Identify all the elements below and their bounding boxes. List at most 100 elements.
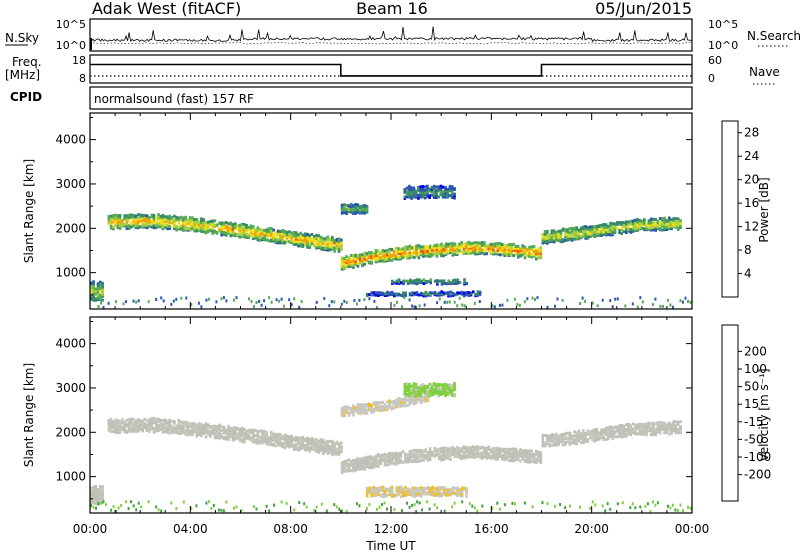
echo-cell — [405, 186, 409, 190]
echo-cell — [433, 491, 437, 495]
echo-cell — [552, 236, 556, 240]
near-range-cell — [355, 302, 358, 306]
echo-cell — [428, 447, 432, 451]
echo-cell — [297, 439, 300, 443]
echo-cell — [435, 189, 438, 193]
echo-cell — [258, 230, 262, 234]
near-range-cell — [355, 502, 358, 506]
near-range-cell — [461, 500, 464, 504]
echo-cell — [478, 451, 482, 455]
echo-cell — [184, 422, 187, 426]
echo-cell — [349, 259, 353, 263]
near-range-cell — [132, 299, 135, 303]
echo-cell — [454, 487, 457, 490]
echo-cell — [607, 233, 610, 236]
echo-cell — [204, 423, 208, 427]
echo-cell — [546, 236, 549, 240]
echo-cell — [220, 433, 223, 436]
echo-cell — [155, 427, 158, 431]
echo-cell — [227, 432, 230, 436]
echo-cell — [458, 488, 462, 491]
echo-cell — [575, 228, 578, 231]
echo-cell — [243, 427, 246, 431]
echo-cell — [326, 446, 330, 450]
echo-cell — [600, 223, 603, 227]
echo-cell — [618, 434, 621, 438]
echo-cell — [390, 494, 394, 498]
near-range-cell — [682, 300, 684, 304]
echo-cell — [408, 459, 412, 463]
echo-cell — [92, 492, 95, 496]
echo-cell — [588, 430, 592, 434]
echo-cell — [546, 240, 549, 243]
echo-cell — [337, 242, 341, 246]
echo-cell — [358, 462, 362, 466]
echo-cell — [647, 425, 651, 429]
near-range-cell — [677, 509, 679, 512]
echo-cell — [474, 455, 477, 459]
echo-cell — [448, 184, 452, 188]
echo-cell — [374, 454, 378, 458]
echo-cell — [270, 437, 273, 441]
echo-cell — [512, 453, 515, 457]
echo-cell — [465, 448, 468, 452]
echo-cell — [460, 244, 464, 248]
echo-cell — [340, 211, 344, 215]
echo-cell — [132, 219, 135, 223]
echo-cell — [431, 291, 434, 295]
echo-cell — [645, 427, 648, 431]
y-tick-label: 3000 — [55, 177, 86, 191]
echo-cell — [254, 438, 257, 442]
echo-cell — [447, 491, 450, 495]
echo-cell — [114, 213, 117, 217]
echo-cell — [548, 233, 551, 237]
echo-cell — [393, 292, 396, 296]
echo-cell — [276, 437, 280, 441]
near-range-cell — [408, 505, 411, 509]
echo-cell — [258, 441, 262, 445]
echo-cell — [446, 191, 449, 194]
echo-cell — [263, 429, 266, 433]
echo-cell — [546, 440, 549, 444]
near-range-cell — [333, 300, 336, 304]
echo-cell — [227, 438, 230, 442]
near-range-cell — [135, 300, 138, 304]
echo-cell — [422, 247, 425, 251]
echo-cell — [152, 419, 156, 423]
echo-cell — [417, 448, 421, 452]
echo-cell — [422, 453, 425, 457]
echo-cell — [193, 218, 196, 222]
echo-cell — [640, 429, 644, 433]
echo-cell — [310, 237, 314, 241]
echo-cell — [319, 442, 323, 446]
echo-cell — [148, 216, 151, 220]
echo-cell — [218, 229, 221, 233]
echo-cell — [432, 387, 436, 391]
echo-cell — [424, 249, 427, 252]
echo-cell — [367, 253, 371, 256]
echo-cell — [354, 409, 357, 413]
echo-cell — [446, 242, 450, 246]
echo-cell — [591, 438, 594, 442]
echo-cell — [354, 211, 357, 215]
echo-cell — [352, 463, 355, 467]
echo-cell — [184, 219, 187, 223]
echo-cell — [324, 237, 327, 241]
echo-cell — [404, 291, 407, 295]
echo-cell — [440, 244, 443, 248]
echo-cell — [326, 242, 330, 246]
echo-cell — [179, 215, 183, 219]
echo-cell — [331, 442, 334, 446]
echo-cell — [136, 224, 140, 228]
echo-cell — [184, 217, 187, 221]
echo-cell — [127, 420, 131, 424]
echo-cell — [450, 187, 454, 190]
echo-cell — [179, 424, 183, 428]
echo-cell — [661, 421, 664, 425]
echo-cell — [397, 452, 400, 456]
echo-cell — [377, 455, 380, 459]
echo-cell — [496, 246, 500, 250]
echo-cell — [543, 441, 547, 445]
echo-cell — [94, 501, 98, 505]
echo-cell — [602, 225, 606, 229]
